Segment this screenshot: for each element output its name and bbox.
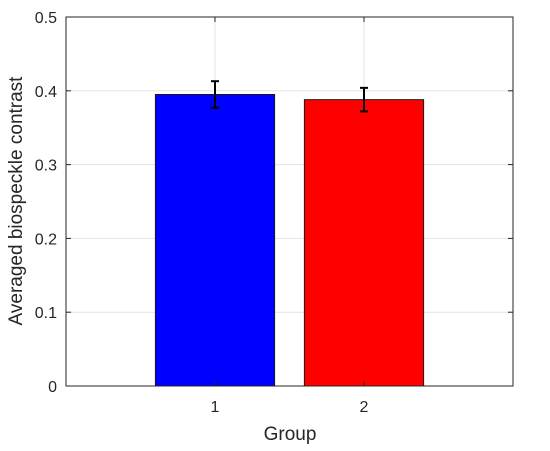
y-axis-label: Averaged biospeckle contrast [6, 76, 27, 326]
y-tick-label: 0 [48, 379, 57, 396]
y-tick-label: 0.2 [35, 231, 57, 248]
plot-frame [65, 16, 514, 387]
grid-lines [66, 17, 513, 386]
y-tick-label: 0.5 [35, 10, 57, 27]
bar-group-2 [303, 99, 425, 387]
y-tick-label: 0.3 [35, 158, 57, 175]
bar-group-1 [154, 93, 276, 387]
axis-ticks: 0 0.1 0.2 0.3 0.4 0.5 1 2 [35, 10, 513, 416]
y-tick-label: 0.4 [35, 84, 57, 101]
bars [154, 80, 425, 387]
x-tick-label: 1 [211, 399, 220, 416]
x-axis-label: Group [264, 424, 317, 445]
x-tick-label: 2 [360, 399, 369, 416]
y-tick-label: 0.1 [35, 305, 57, 322]
